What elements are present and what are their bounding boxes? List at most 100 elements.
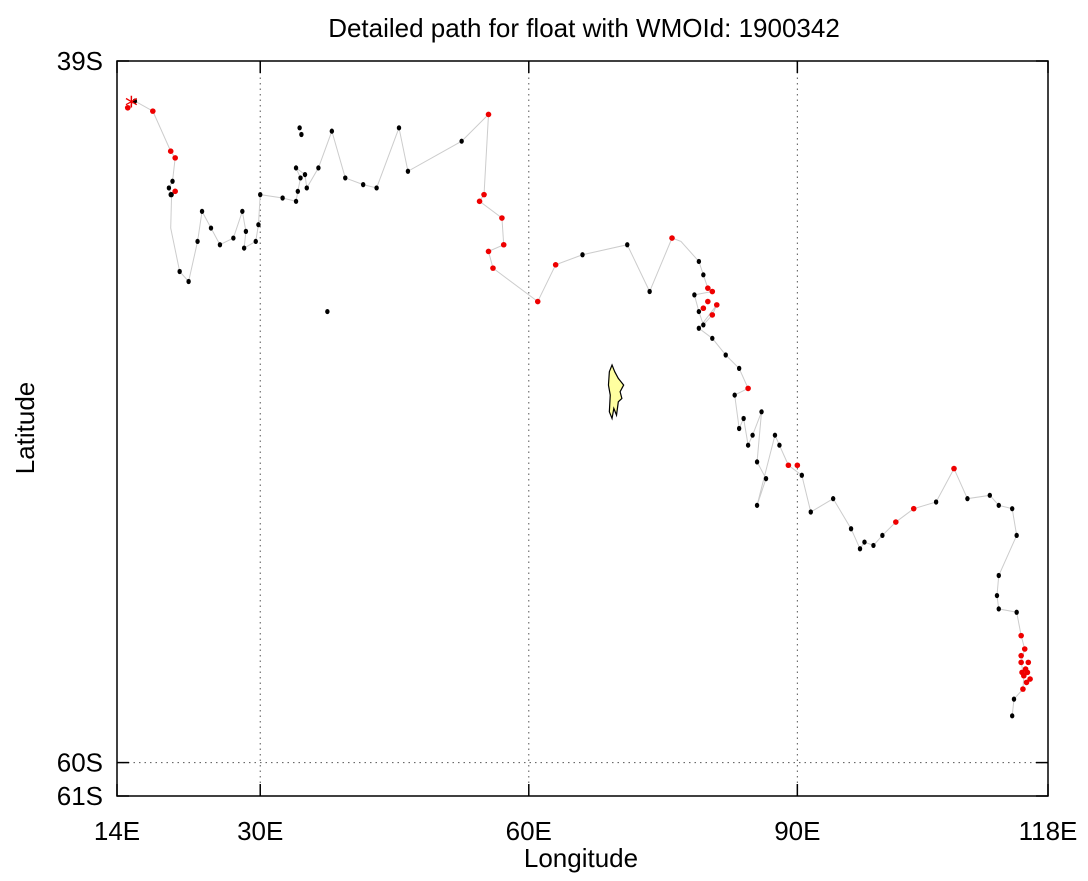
profile-point: [295, 188, 301, 194]
highlight-point: [669, 235, 675, 241]
profile-point: [217, 242, 223, 248]
profile-point: [987, 492, 993, 498]
highlight-point: [794, 462, 801, 469]
profile-point: [710, 335, 715, 341]
highlight-point: [476, 198, 483, 205]
grid-lines: [117, 61, 1048, 796]
profile-point: [177, 268, 182, 275]
profile-point: [316, 165, 321, 171]
highlight-point: [150, 108, 156, 114]
profile-point: [696, 325, 702, 331]
highlight-point: [481, 191, 487, 198]
profile-point: [258, 192, 263, 198]
profile-point: [692, 292, 697, 298]
profile-point: [754, 459, 760, 465]
chart-title: Detailed path for float with WMOId: 1900…: [328, 13, 840, 43]
track-polyline: [127, 100, 1026, 716]
highlight-point: [1024, 669, 1031, 676]
profile-point: [701, 272, 706, 278]
highlight-point: [709, 288, 716, 295]
highlight-point: [552, 261, 559, 268]
profile-point: [736, 425, 742, 432]
highlight-point: [1020, 686, 1026, 692]
highlight-point: [534, 298, 541, 305]
highlight-point: [485, 111, 492, 118]
highlight-point: [1023, 679, 1030, 686]
profile-point: [208, 225, 214, 231]
profile-point: [871, 542, 876, 549]
highlight-point: [172, 188, 178, 195]
profile-point: [166, 185, 172, 191]
profile-point: [808, 509, 813, 515]
highlight-point: [167, 148, 174, 155]
profile-point: [994, 592, 1000, 599]
profile-point: [1014, 532, 1019, 539]
highlight-point: [1021, 646, 1028, 652]
profile-point: [170, 178, 175, 184]
profile-point: [754, 502, 760, 508]
highlight-point: [1019, 669, 1025, 676]
profile-point: [741, 415, 746, 422]
profile-point: [396, 125, 402, 131]
profile-point: [293, 165, 299, 171]
highlight-point: [1018, 652, 1024, 659]
profile-point: [132, 98, 138, 104]
profile-point: [280, 195, 285, 201]
profile-point: [857, 546, 863, 552]
highlight-point: [951, 465, 957, 472]
profile-point: [750, 432, 755, 438]
plot-frame: [116, 60, 1049, 797]
profile-point: [772, 432, 778, 438]
x-tick-label: 60E: [506, 816, 552, 846]
start-marker: *: [125, 92, 138, 122]
profile-point: [759, 409, 764, 415]
profile-point: [343, 175, 348, 181]
profile-point: [1009, 713, 1015, 719]
profile-point: [240, 208, 245, 214]
profile-point: [298, 175, 303, 181]
profile-point: [1009, 506, 1015, 512]
profile-point: [996, 572, 1001, 579]
x-tick-label: 30E: [237, 816, 283, 846]
island-outline: [607, 363, 625, 421]
highlight-point: [705, 298, 711, 305]
highlight-point: [172, 155, 178, 161]
x-tick-label: 14E: [94, 816, 140, 846]
profile-point: [830, 496, 836, 502]
profile-point: [862, 539, 867, 545]
highlight-point: [745, 385, 751, 392]
profile-point: [696, 258, 702, 265]
profile-point: [256, 222, 261, 228]
plot-border: [116, 60, 1049, 797]
y-tick-label: 61S: [57, 781, 103, 811]
highlight-point: [893, 519, 899, 525]
profile-point: [625, 242, 630, 248]
profile-point: [723, 352, 728, 358]
profile-point: [777, 442, 782, 448]
profile-point: [169, 192, 174, 198]
profile-point: [243, 228, 249, 234]
profile-point: [186, 278, 191, 285]
x-axis-label: Longitude: [524, 843, 638, 873]
y-axis-label: Latitude: [10, 382, 40, 475]
x-tick-label: 118E: [1019, 816, 1078, 846]
profile-point: [701, 322, 706, 328]
profile-point: [302, 171, 308, 178]
float-track-line: [127, 100, 1026, 716]
profile-point: [732, 392, 737, 398]
profile-point: [647, 288, 652, 295]
profile-point: [329, 128, 335, 134]
profile-point: [374, 185, 379, 191]
profile-point: [304, 185, 309, 191]
highlight-point: [1025, 659, 1032, 666]
highlight-point: [485, 248, 492, 255]
profile-point: [996, 502, 1001, 508]
profile-point: [297, 125, 302, 131]
profile-point: [195, 238, 200, 245]
profile-point: [405, 168, 411, 174]
highlight-point: [1027, 676, 1033, 682]
profile-point: [580, 252, 585, 258]
x-tick-label: 90E: [774, 816, 820, 846]
